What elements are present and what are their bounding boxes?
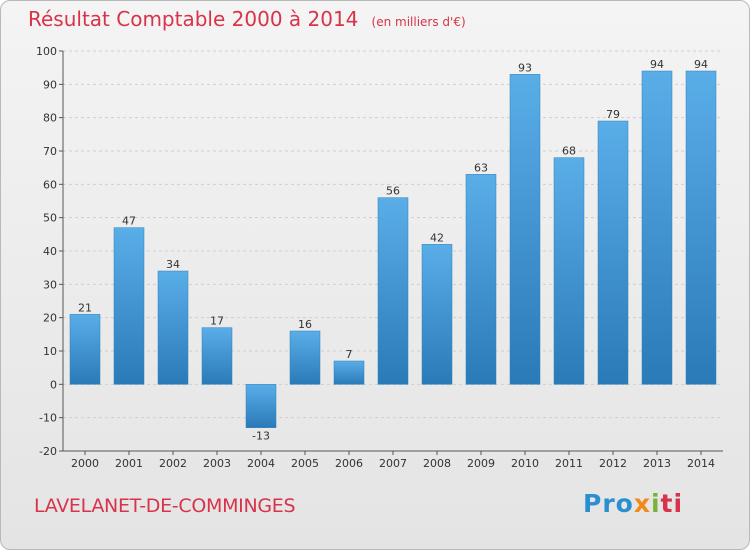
y-tick-label: 90 [43,78,57,91]
bar [641,70,673,385]
x-tick-label: 2010 [511,457,539,470]
axes: -20 -10 0 10 20 30 40 50 60 70 80 90 100 2000 2001 2002… [36,45,723,470]
y-tick-label: -20 [39,445,57,458]
data-label: 21 [78,301,92,314]
chart-title-text: Résultat Comptable 2000 à 2014 [28,7,359,31]
x-tick-label: 2003 [203,457,231,470]
bar [377,197,409,385]
bar [597,120,629,385]
x-tick-label: 2005 [291,457,319,470]
bar [465,174,497,385]
y-tick-label: 30 [43,278,57,291]
data-label: 42 [430,231,444,244]
x-tick-label: 2014 [687,457,715,470]
data-label: -13 [252,430,270,443]
bar [113,227,145,385]
commune-name: LAVELANET-DE-COMMINGES [34,495,296,517]
bar [245,384,277,428]
chart-title: Résultat Comptable 2000 à 2014 (en milli… [28,7,466,31]
data-label: 7 [346,348,353,361]
data-label: 68 [562,145,576,158]
bar [333,360,365,385]
data-label: 63 [474,161,488,174]
data-label: 94 [650,58,664,71]
x-tick-label: 2001 [115,457,143,470]
data-label: 16 [298,318,312,331]
bar [685,70,717,385]
y-tick-label: 60 [43,178,57,191]
bar [509,74,541,385]
y-tick-label: -10 [39,412,57,425]
bar [289,330,321,385]
data-labels: 21 47 34 17 -13 16 7 56 42 63 93 68 79 94 94 [78,58,708,443]
bars [69,70,717,428]
bar [421,244,453,385]
x-tick-label: 2009 [467,457,495,470]
data-label: 47 [122,215,136,228]
data-label: 17 [210,315,224,328]
data-label: 94 [694,58,708,71]
bar [157,270,189,385]
bar [201,327,233,385]
y-tick-label: 80 [43,112,57,125]
x-tick-label: 2004 [247,457,275,470]
y-tick-label: 100 [36,45,57,58]
x-tick-label: 2002 [159,457,187,470]
x-tick-label: 2007 [379,457,407,470]
y-tick-label: 40 [43,245,57,258]
x-tick-label: 2008 [423,457,451,470]
data-label: 79 [606,108,620,121]
x-tick-label: 2012 [599,457,627,470]
y-tick-label: 70 [43,145,57,158]
data-label: 34 [166,258,180,271]
y-tick-label: 10 [43,345,57,358]
x-tick-label: 2013 [643,457,671,470]
y-tick-label: 50 [43,212,57,225]
y-tick-label: 0 [50,378,57,391]
x-tick-label: 2000 [71,457,99,470]
bar [69,314,101,385]
bar [553,157,585,385]
x-tick-label: 2011 [555,457,583,470]
y-tick-label: 20 [43,312,57,325]
chart-unit-text: (en milliers d'€) [371,15,466,29]
proxiti-logo[interactable]: Proxiti [583,489,684,518]
x-tick-label: 2006 [335,457,363,470]
data-label: 93 [518,61,532,74]
data-label: 56 [386,185,400,198]
